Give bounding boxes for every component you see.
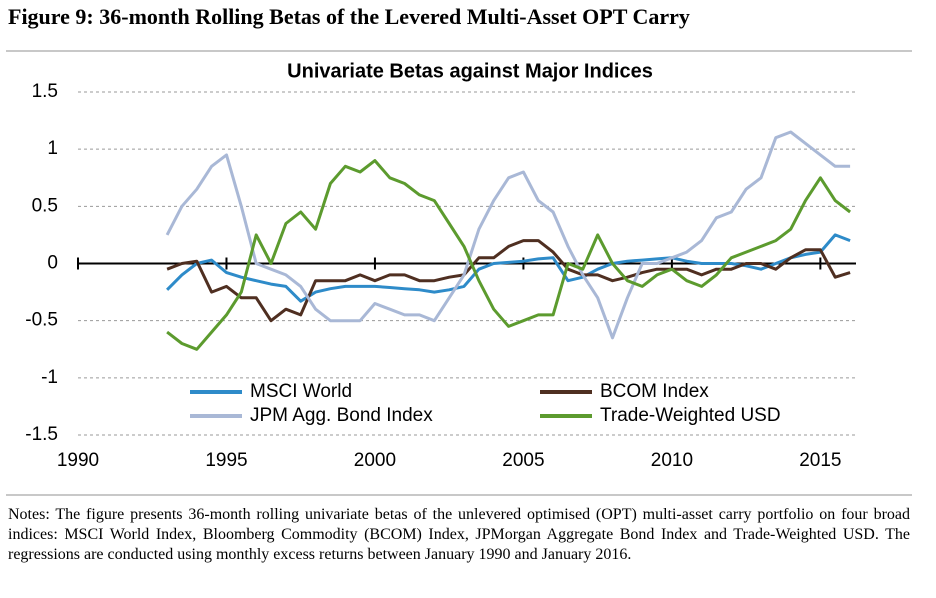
y-tick-label: 1 bbox=[47, 138, 58, 159]
legend-label: BCOM Index bbox=[600, 381, 709, 402]
y-tick-label: 0 bbox=[47, 253, 58, 274]
chart: Univariate Betas against Major Indices -… bbox=[25, 60, 856, 471]
x-tick-label: 2010 bbox=[651, 450, 693, 471]
series-line bbox=[166, 239, 851, 323]
y-tick-label: 1.5 bbox=[32, 81, 58, 102]
rule bbox=[6, 50, 912, 52]
legend-label: Trade-Weighted USD bbox=[600, 405, 781, 426]
legend-label: JPM Agg. Bond Index bbox=[250, 405, 433, 426]
chart-title: Univariate Betas against Major Indices bbox=[287, 60, 653, 82]
y-tick-label: -0.5 bbox=[25, 310, 58, 331]
x-tick-label: 2005 bbox=[502, 450, 544, 471]
notes: Notes: The figure presents 36-month roll… bbox=[8, 506, 910, 563]
figure-title: Figure 9: 36-month Rolling Betas of the … bbox=[8, 4, 690, 29]
legend-label: MSCI World bbox=[250, 381, 352, 402]
x-tick-label: 1990 bbox=[57, 450, 99, 471]
series-line bbox=[165, 130, 851, 340]
rule bbox=[6, 494, 912, 496]
x-tick-label: 2000 bbox=[354, 450, 396, 471]
x-tick-label: 1995 bbox=[205, 450, 247, 471]
y-tick-label: -1.5 bbox=[25, 424, 58, 445]
series-line bbox=[166, 233, 851, 303]
y-tick-label: 0.5 bbox=[32, 195, 58, 216]
series-line bbox=[166, 159, 852, 351]
x-tick-label: 2015 bbox=[799, 450, 841, 471]
y-tick-label: -1 bbox=[41, 367, 58, 388]
